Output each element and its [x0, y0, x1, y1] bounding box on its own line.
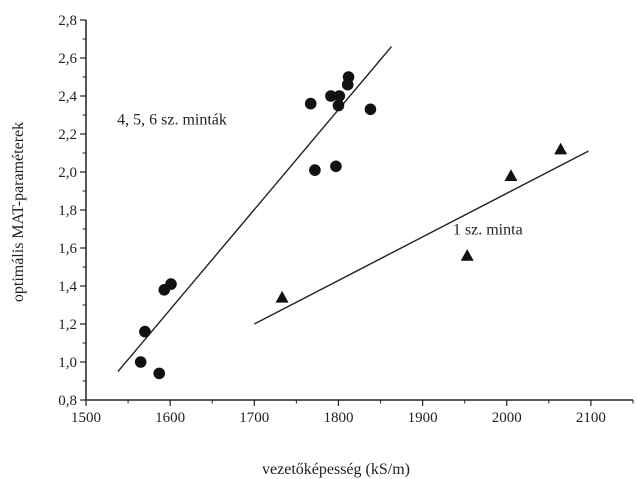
- x-tick-label: 1900: [408, 410, 438, 426]
- axes: 1500 1600 1700 1800 1900 2000 2100 0,8 1,0 1,2 1,4…: [58, 13, 634, 426]
- circle-point: [333, 90, 346, 102]
- x-tick-label: 1500: [71, 410, 101, 426]
- annotation-1: 4, 5, 6 sz. minták: [117, 112, 227, 129]
- circle-point: [342, 71, 355, 83]
- circle-point: [304, 97, 317, 110]
- circle-point: [134, 356, 147, 368]
- circle-point: [332, 99, 345, 112]
- circle-point: [330, 160, 342, 173]
- triangle-point: [275, 290, 289, 303]
- circle-point: [309, 164, 321, 176]
- y-tick-label: 1,4: [58, 279, 77, 295]
- y-tick-label: 2,2: [58, 127, 77, 143]
- y-tick-label: 1,2: [58, 317, 77, 333]
- fit-line-2: [253, 150, 589, 325]
- y-axis-label: optimális MAT-paraméterek: [10, 122, 27, 302]
- y-tick-label: 2,6: [58, 51, 77, 67]
- x-axis-label: vezetőképesség (kS/m): [262, 461, 410, 478]
- fit-line-1: [117, 46, 393, 372]
- circle-point: [364, 103, 377, 116]
- x-tick-label: 1700: [239, 410, 269, 426]
- y-tick-label: 2,4: [58, 89, 77, 105]
- y-tick-label: 1,0: [58, 355, 77, 371]
- circle-point: [153, 367, 166, 380]
- annotations: 4, 5, 6 sz. minták 1 sz. minta: [117, 112, 523, 239]
- x-tick-label: 2100: [576, 410, 606, 426]
- circle-point: [139, 325, 151, 338]
- y-tick-label: 1,6: [58, 241, 77, 257]
- data-markers: [134, 71, 568, 380]
- y-tick-label: 0,8: [58, 393, 77, 409]
- y-tick-label: 2,8: [58, 13, 77, 29]
- y-tick-label: 1,8: [58, 203, 77, 219]
- x-tick-label: 2000: [492, 410, 522, 426]
- triangle-point: [504, 169, 518, 181]
- circle-point: [325, 90, 337, 102]
- triangle-point: [554, 142, 568, 155]
- x-tick-label: 1600: [155, 410, 185, 426]
- y-tick-label: 2,0: [58, 165, 77, 181]
- x-tick-label: 1800: [323, 410, 353, 426]
- annotation-2: 1 sz. minta: [453, 222, 523, 239]
- triangle-point: [460, 249, 474, 261]
- fit-lines: [117, 46, 589, 372]
- circle-point: [165, 278, 177, 290]
